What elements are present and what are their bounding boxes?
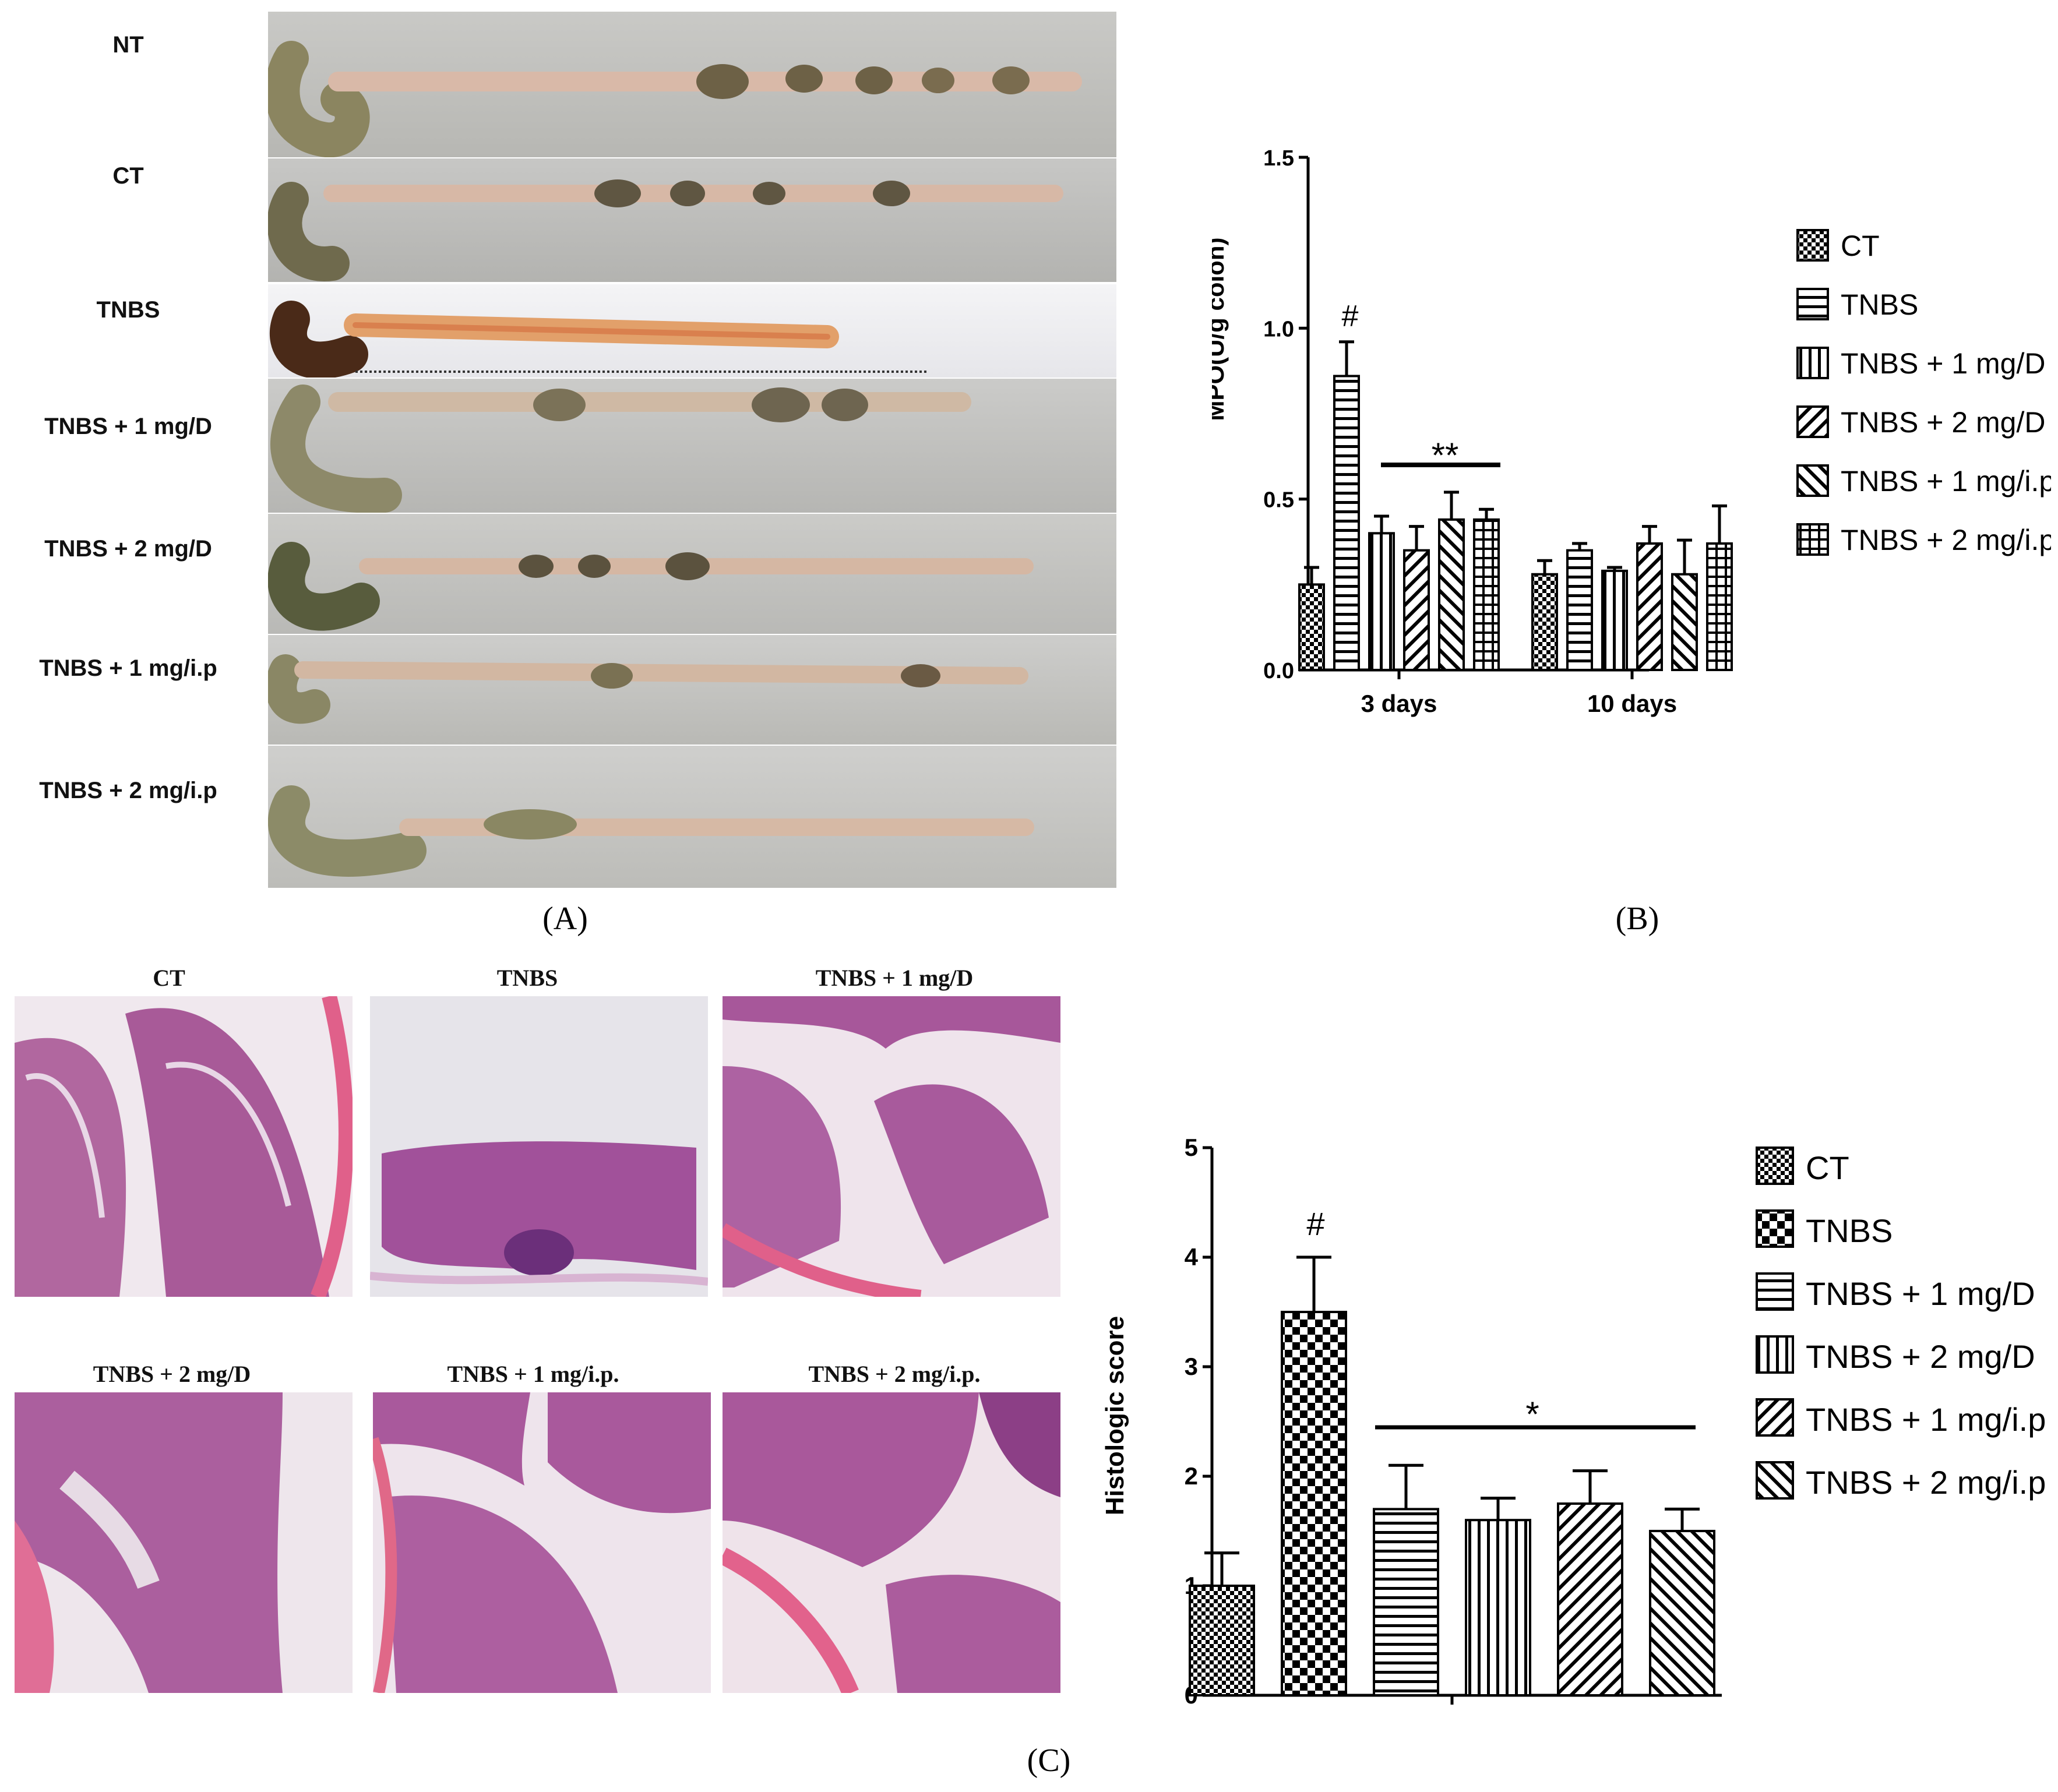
micrograph-1mgd [723, 996, 1060, 1297]
histo-annotation-hash: # [1306, 1205, 1324, 1242]
mpo-bar [1473, 518, 1500, 671]
mpo-legend: CT TNBS TNBS + 1 mg/D TNBS + 2 mg/D TNBS + 1… [1796, 229, 2051, 556]
histo-legend-label: TNBS + 1 mg/D [1806, 1275, 2035, 1312]
mpo-bar [1438, 518, 1465, 671]
mpo-legend-swatch [1796, 405, 1829, 438]
row-label-2mgip: TNBS + 2 mg/i.p [39, 778, 217, 803]
mpo-x-tick-label: 3 days [1361, 690, 1437, 717]
micrograph-2mgip [723, 1392, 1060, 1693]
micrograph-2mgd [15, 1392, 353, 1693]
panel-b-label: (B) [1615, 901, 1659, 937]
micrograph-title-1mgd: TNBS + 1 mg/D [815, 965, 974, 991]
mpo-legend-label: TNBS [1841, 288, 1918, 321]
micrograph-title-2mgip: TNBS + 2 mg/i.p. [808, 1361, 981, 1387]
mpo-legend-swatch [1796, 229, 1829, 262]
histo-legend: CT TNBS TNBS + 1 mg/D TNBS + 2 mg/D TNBS + 1… [1756, 1147, 2046, 1501]
mpo-bars [1298, 340, 1733, 672]
histo-legend-label: TNBS [1806, 1212, 1893, 1249]
mpo-bar [1636, 542, 1663, 672]
mpo-legend-swatch [1796, 464, 1829, 497]
row-label-tnbs: TNBS [96, 297, 160, 323]
histo-legend-swatch [1756, 1398, 1794, 1437]
histo-legend-label: TNBS + 2 mg/i.p [1806, 1464, 2046, 1501]
histo-y-tick-label: 2 [1185, 1462, 1198, 1490]
mpo-annotation-hash: # [1342, 299, 1359, 333]
histo-y-tick-label: 4 [1185, 1243, 1199, 1271]
mpo-bar [1333, 375, 1360, 671]
mpo-y-tick-label: 1.5 [1263, 146, 1294, 171]
micrograph-ct [15, 996, 353, 1297]
micrograph-1mgip [373, 1392, 711, 1693]
histo-annotation-significance: * [1525, 1395, 1539, 1434]
panel-a-label: (A) [542, 901, 588, 937]
micrograph-tnbs [370, 996, 708, 1297]
histo-y-axis-label: Histologic score [1101, 1316, 1129, 1515]
mpo-x-tick-label: 10 days [1587, 690, 1677, 717]
mpo-legend-label: CT [1841, 230, 1880, 262]
mpo-legend-label: TNBS + 2 mg/i.p [1841, 524, 2051, 556]
histo-axes: 012345 [1185, 1134, 1722, 1709]
histo-bar [1465, 1519, 1531, 1696]
histo-legend-swatch [1756, 1461, 1794, 1500]
micrograph-title-1mgip: TNBS + 1 mg/i.p. [447, 1361, 619, 1387]
mpo-y-tick-label: 1.0 [1263, 317, 1294, 341]
histo-legend-label: TNBS + 2 mg/D [1806, 1338, 2035, 1375]
mpo-legend-label: TNBS + 2 mg/D [1841, 406, 2046, 439]
histo-legend-swatch [1756, 1335, 1794, 1374]
colon-photo-2mgip [268, 746, 1116, 888]
colon-photo-nt [268, 12, 1116, 157]
histo-legend-label: TNBS + 1 mg/i.p [1806, 1401, 2046, 1438]
mpo-y-tick-label: 0.0 [1263, 659, 1294, 683]
micrograph-title-ct: CT [153, 965, 185, 991]
histo-legend-swatch [1756, 1209, 1794, 1248]
histo-legend-swatch [1756, 1272, 1794, 1311]
mpo-bar [1368, 532, 1395, 671]
mpo-annotation-significance: ** [1432, 436, 1459, 475]
mpo-bar [1601, 569, 1628, 671]
mpo-bar [1706, 542, 1733, 672]
mpo-bar [1671, 573, 1698, 671]
histo-legend-swatch [1756, 1147, 1794, 1185]
mpo-bar [1531, 573, 1558, 671]
colon-photo-tnbs [268, 284, 1116, 378]
mpo-legend-label: TNBS + 1 mg/D [1841, 347, 2046, 380]
histo-bar [1281, 1311, 1347, 1696]
histo-bar [1373, 1508, 1439, 1697]
histo-bar [1649, 1530, 1715, 1696]
colon-photo-1mgd [268, 379, 1116, 513]
mpo-legend-swatch [1796, 347, 1829, 379]
mpo-bar [1298, 583, 1325, 671]
chart-mpo: MPO(U/g colon) 0.0 0.5 1.0 1.5 3 days 10 days… [1212, 146, 2051, 717]
row-label-1mgd: TNBS + 1 mg/D [44, 414, 212, 439]
panel-c-label: (C) [1027, 1742, 1071, 1779]
mpo-bar [1403, 549, 1430, 672]
row-label-nt: NT [112, 32, 144, 58]
mpo-y-tick-label: 0.5 [1263, 488, 1294, 513]
mpo-legend-swatch [1796, 288, 1829, 320]
histo-bar [1189, 1585, 1255, 1696]
histo-legend-label: CT [1806, 1149, 1849, 1186]
colon-photo-1mgip [268, 635, 1116, 745]
histo-y-tick-label: 3 [1185, 1353, 1198, 1380]
histo-y-tick-label: 5 [1185, 1134, 1198, 1161]
mpo-legend-swatch [1796, 523, 1829, 556]
row-label-2mgd: TNBS + 2 mg/D [44, 536, 212, 562]
mpo-y-axis-label: MPO(U/g colon) [1212, 238, 1229, 421]
colon-photo-ct [268, 158, 1116, 282]
histo-bar [1557, 1502, 1623, 1696]
row-label-ct: CT [112, 163, 144, 189]
micrograph-title-2mgd: TNBS + 2 mg/D [93, 1361, 251, 1387]
mpo-legend-label: TNBS + 1 mg/i.p [1841, 465, 2051, 498]
mpo-bar [1566, 549, 1593, 672]
colon-photo-2mgd [268, 514, 1116, 634]
micrograph-title-tnbs: TNBS [496, 965, 558, 991]
row-label-1mgip: TNBS + 1 mg/i.p [39, 655, 217, 681]
histo-bars [1189, 1255, 1715, 1697]
